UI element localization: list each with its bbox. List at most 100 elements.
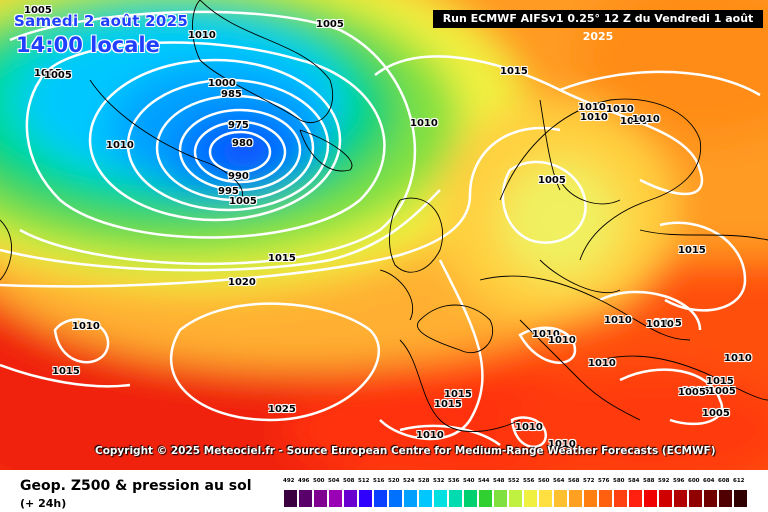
isobar-lines bbox=[0, 10, 761, 449]
legend-color-swatch bbox=[448, 489, 463, 508]
isobar-label: 1010 bbox=[106, 140, 134, 151]
isobar-label: 1010 bbox=[410, 118, 438, 129]
legend-color-swatch bbox=[523, 489, 538, 508]
isobar-label: 1005 bbox=[682, 386, 710, 397]
isobar-label: 1010 bbox=[532, 329, 560, 340]
legend-color-swatch bbox=[388, 489, 403, 508]
legend-color-swatch bbox=[688, 489, 703, 508]
isobar-label: 1015 bbox=[678, 245, 706, 256]
isobar-label: 1010 bbox=[548, 439, 576, 450]
isobar-label: 1005 bbox=[538, 175, 566, 186]
legend-tick-label: 492 bbox=[283, 478, 295, 484]
isobar-label: 1015 bbox=[706, 376, 734, 387]
legend-color-swatch bbox=[673, 489, 688, 508]
forecast-date: Samedi 2 août 2025 bbox=[14, 12, 189, 30]
legend-tick-label: 576 bbox=[598, 478, 610, 484]
isobar-label: 995 bbox=[218, 186, 239, 197]
legend-tick-label: 568 bbox=[568, 478, 580, 484]
isobar-label: 1010 bbox=[416, 430, 444, 441]
isobar-label: 1010 bbox=[604, 315, 632, 326]
legend-tick-label: 544 bbox=[478, 478, 490, 484]
legend-tick-label: 600 bbox=[688, 478, 700, 484]
legend-tick-label: 588 bbox=[643, 478, 655, 484]
isobar-label: 1015 bbox=[268, 253, 296, 264]
legend-color-swatch bbox=[538, 489, 553, 508]
legend-tick-label: 580 bbox=[613, 478, 625, 484]
isobar-label: 1010 bbox=[548, 335, 576, 346]
legend-tick-label: 512 bbox=[358, 478, 370, 484]
isobar-label: 1015 bbox=[434, 399, 462, 410]
legend-tick-label: 552 bbox=[508, 478, 520, 484]
isobar-label: 1005 bbox=[316, 19, 344, 30]
legend-tick-label: 528 bbox=[418, 478, 430, 484]
isobar-label: 1010 bbox=[646, 319, 674, 330]
legend-tick-label: 564 bbox=[553, 478, 565, 484]
isobar-label: 1010 bbox=[515, 422, 543, 433]
legend-tick-label: 608 bbox=[718, 478, 730, 484]
isobar-label: 1005 bbox=[678, 387, 706, 398]
legend-tick-label: 508 bbox=[343, 478, 355, 484]
legend-color-swatch bbox=[583, 489, 598, 508]
isobar-label: 1015 bbox=[500, 66, 528, 77]
isobar-label: 1010 bbox=[72, 321, 100, 332]
isobar-label: 980 bbox=[232, 138, 253, 149]
legend-tick-label: 496 bbox=[298, 478, 310, 484]
isobar-label: 1015 bbox=[654, 318, 682, 329]
isobar-label: 1010 bbox=[620, 116, 648, 127]
legend-tick-label: 504 bbox=[328, 478, 340, 484]
legend-tick-label: 596 bbox=[673, 478, 685, 484]
legend-color-swatch bbox=[478, 489, 493, 508]
legend-tick-label: 560 bbox=[538, 478, 550, 484]
isobar-label: 1005 bbox=[708, 386, 736, 397]
isobar-label: 1010 bbox=[188, 30, 216, 41]
legend-color-swatch bbox=[418, 489, 433, 508]
isobar-label: 1010 bbox=[578, 102, 606, 113]
legend-tick-label: 612 bbox=[733, 478, 745, 484]
isobar-label: 1020 bbox=[228, 277, 256, 288]
isobar-label: 1005 bbox=[24, 5, 52, 16]
isobar-label: 1010 bbox=[588, 358, 616, 369]
map-title: Geop. Z500 & pression au sol bbox=[20, 478, 252, 494]
legend-color-swatch bbox=[343, 489, 358, 508]
footer-bar: Geop. Z500 & pression au sol (+ 24h) 492… bbox=[0, 470, 768, 512]
legend-tick-label: 592 bbox=[658, 478, 670, 484]
legend-color-swatch bbox=[733, 489, 748, 508]
legend-color-swatch bbox=[358, 489, 373, 508]
forecast-local-time: 14:00 locale bbox=[16, 33, 160, 57]
isobar-label: 1005 bbox=[229, 196, 257, 207]
legend-color-swatch bbox=[493, 489, 508, 508]
legend-tick-label: 540 bbox=[463, 478, 475, 484]
isobar-label: 1010 bbox=[606, 104, 634, 115]
legend-color-swatch bbox=[598, 489, 613, 508]
legend-color-swatch bbox=[613, 489, 628, 508]
legend-tick-label: 532 bbox=[433, 478, 445, 484]
weather-map: Samedi 2 août 2025 14:00 locale Run ECMW… bbox=[0, 0, 768, 470]
copyright-notice: Copyright © 2025 Meteociel.fr - Source E… bbox=[95, 445, 716, 457]
map-canvas bbox=[0, 0, 768, 470]
legend-color-swatch bbox=[718, 489, 733, 508]
isobar-label: 1010 bbox=[632, 114, 660, 125]
forecast-lead-time: (+ 24h) bbox=[20, 497, 67, 510]
legend-color-swatch bbox=[568, 489, 583, 508]
isobar-label: 1025 bbox=[268, 404, 296, 415]
coastlines bbox=[0, 0, 768, 432]
isobar-label: 990 bbox=[228, 171, 249, 182]
legend-color-swatch bbox=[643, 489, 658, 508]
color-scale-legend: 492 496 500 504 508 512 516 520 524 528 532 536 540 5… bbox=[283, 478, 753, 508]
isobar-label: 1005 bbox=[702, 408, 730, 419]
legend-tick-label: 584 bbox=[628, 478, 640, 484]
isobar-label: 1015 bbox=[444, 389, 472, 400]
isobar-label: 985 bbox=[221, 89, 242, 100]
legend-color-swatch bbox=[313, 489, 328, 508]
legend-color-swatch bbox=[328, 489, 343, 508]
legend-tick-label: 516 bbox=[373, 478, 385, 484]
legend-color-swatch bbox=[298, 489, 313, 508]
legend-tick-label: 572 bbox=[583, 478, 595, 484]
legend-color-swatch bbox=[463, 489, 478, 508]
legend-color-swatch bbox=[403, 489, 418, 508]
legend-color-swatch bbox=[658, 489, 673, 508]
isobar-label: 1010 bbox=[724, 353, 752, 364]
legend-tick-label: 556 bbox=[523, 478, 535, 484]
legend-color-swatch bbox=[703, 489, 718, 508]
legend-tick-label: 604 bbox=[703, 478, 715, 484]
